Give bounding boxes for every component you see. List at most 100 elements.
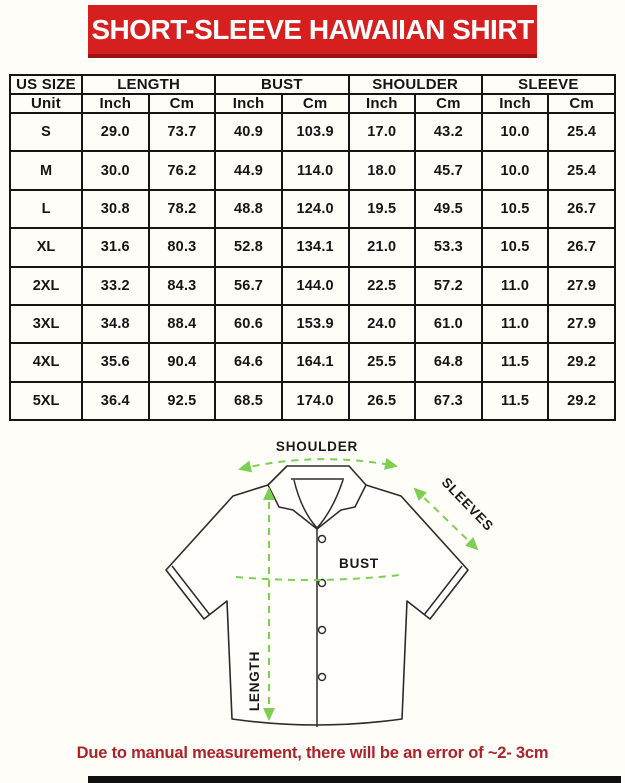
title-banner: SHORT-SLEEVE HAWAIIAN SHIRT — [88, 5, 537, 58]
value-cell: 103.9 — [280, 111, 350, 153]
value-cell: 68.5 — [214, 380, 283, 422]
value-cell: 19.5 — [347, 188, 417, 230]
value-cell: 64.8 — [414, 342, 483, 383]
value-cell: 29.2 — [547, 380, 616, 422]
value-cell: 36.4 — [81, 380, 150, 422]
value-cell: 67.3 — [414, 380, 483, 422]
unit-header: Inch — [214, 93, 283, 114]
value-cell: 153.9 — [280, 303, 350, 345]
button-icon — [317, 625, 327, 635]
value-cell: 29.0 — [81, 111, 150, 153]
value-cell: 35.6 — [81, 342, 150, 383]
value-cell: 30.8 — [81, 188, 150, 230]
unit-header: Inch — [81, 93, 150, 114]
column-group-header: LENGTH — [80, 74, 217, 95]
value-cell: 144.0 — [280, 265, 350, 306]
value-cell: 33.2 — [81, 265, 150, 306]
value-cell: 10.5 — [480, 188, 550, 230]
value-cell: 29.2 — [547, 342, 616, 383]
size-cell: 3XL — [9, 303, 83, 345]
value-cell: 92.5 — [147, 380, 217, 422]
size-cell: 4XL — [9, 342, 83, 383]
value-cell: 25.4 — [547, 150, 616, 191]
value-cell: 10.0 — [480, 111, 550, 153]
table-row: 3XL 34.8 88.4 60.6 153.9 24.0 61.0 11.0 27.9 — [9, 303, 616, 345]
column-group-header: BUST — [214, 74, 350, 95]
value-cell: 25.4 — [547, 111, 616, 153]
value-cell: 48.8 — [214, 188, 283, 230]
table-row: XL 31.6 80.3 52.8 134.1 21.0 53.3 10.5 26.7 — [9, 227, 616, 268]
size-cell: 5XL — [9, 380, 83, 422]
value-cell: 60.6 — [214, 303, 283, 345]
value-cell: 164.1 — [280, 342, 350, 383]
page-title: SHORT-SLEEVE HAWAIIAN SHIRT — [91, 13, 534, 45]
column-group-header: US SIZE — [9, 74, 83, 95]
value-cell: 56.7 — [214, 265, 283, 306]
value-cell: 49.5 — [414, 188, 483, 230]
value-cell: 25.5 — [347, 342, 417, 383]
shirt-outline-drawing — [165, 465, 469, 727]
table-row: S 29.0 73.7 40.9 103.9 17.0 43.2 10.0 25.4 — [9, 111, 616, 153]
measurement-error-note: Due to manual measurement, there will be… — [76, 744, 549, 762]
table-row: L 30.8 78.2 48.8 124.0 19.5 49.5 10.5 26.7 — [9, 188, 616, 230]
unit-header: Cm — [547, 93, 616, 114]
shirt-buttons — [317, 534, 327, 682]
size-cell: M — [9, 150, 83, 191]
table-row: 4XL 35.6 90.4 64.6 164.1 25.5 64.8 11.5 29.2 — [9, 342, 616, 383]
length-label: LENGTH — [247, 651, 262, 711]
value-cell: 174.0 — [280, 380, 350, 422]
size-cell: L — [9, 188, 83, 230]
column-group-header: SLEEVE — [480, 74, 617, 95]
size-cell: XL — [9, 227, 83, 268]
value-cell: 73.7 — [147, 111, 217, 153]
value-cell: 78.2 — [147, 188, 217, 230]
unit-header: Unit — [9, 93, 83, 114]
unit-header: Cm — [280, 93, 350, 114]
size-cell: 2XL — [9, 265, 83, 306]
value-cell: 17.0 — [347, 111, 417, 153]
value-cell: 52.8 — [214, 227, 283, 268]
value-cell: 11.5 — [480, 380, 550, 422]
value-cell: 11.0 — [480, 303, 550, 345]
sleeve-arrow — [413, 487, 479, 551]
table-row: 2XL 33.2 84.3 56.7 144.0 22.5 57.2 11.0 27.9 — [9, 265, 616, 306]
bust-line — [235, 574, 401, 582]
value-cell: 45.7 — [414, 150, 483, 191]
size-table-body: S 29.0 73.7 40.9 103.9 17.0 43.2 10.0 25.4 M 30.0 7… — [9, 111, 616, 422]
unit-header: Cm — [147, 93, 217, 114]
button-icon — [317, 534, 327, 544]
value-cell: 27.9 — [547, 303, 616, 345]
value-cell: 31.6 — [81, 227, 150, 268]
bottom-divider-bar — [88, 776, 621, 783]
value-cell: 90.4 — [147, 342, 217, 383]
button-icon — [317, 578, 327, 588]
value-cell: 43.2 — [414, 111, 483, 153]
size-table-head: US SIZE LENGTH BUST SHOULDER SLEEVE Unit Inch C… — [9, 74, 617, 114]
sleeves-label: SLEEVES — [439, 475, 497, 534]
measurement-arrows — [235, 458, 479, 721]
value-cell: 22.5 — [347, 265, 417, 306]
value-cell: 64.6 — [214, 342, 283, 383]
value-cell: 26.5 — [347, 380, 417, 422]
value-cell: 76.2 — [147, 150, 217, 191]
value-cell: 24.0 — [347, 303, 417, 345]
value-cell: 80.3 — [147, 227, 217, 268]
column-group-row: US SIZE LENGTH BUST SHOULDER SLEEVE — [9, 74, 617, 95]
value-cell: 84.3 — [147, 265, 217, 306]
value-cell: 40.9 — [214, 111, 283, 153]
table-row: 5XL 36.4 92.5 68.5 174.0 26.5 67.3 11.5 29.2 — [9, 380, 616, 422]
value-cell: 57.2 — [414, 265, 483, 306]
value-cell: 30.0 — [81, 150, 150, 191]
size-cell: S — [9, 111, 83, 153]
table-row: M 30.0 76.2 44.9 114.0 18.0 45.7 10.0 25.4 — [9, 150, 616, 191]
shoulder-arrow — [238, 458, 398, 473]
unit-header: Cm — [414, 93, 483, 114]
value-cell: 18.0 — [347, 150, 417, 191]
value-cell: 27.9 — [547, 265, 616, 306]
value-cell: 10.0 — [480, 150, 550, 191]
unit-row: Unit Inch Cm Inch Cm Inch Cm Inch Cm — [9, 93, 616, 114]
value-cell: 34.8 — [81, 303, 150, 345]
value-cell: 124.0 — [280, 188, 350, 230]
unit-header: Inch — [347, 93, 417, 114]
value-cell: 10.5 — [480, 227, 550, 268]
